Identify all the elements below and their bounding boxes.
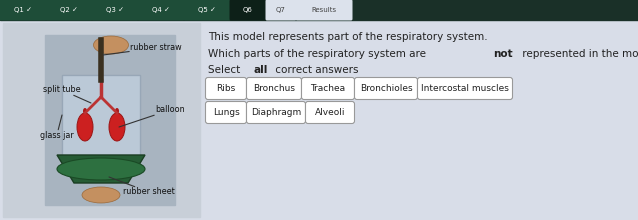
Polygon shape bbox=[57, 155, 145, 183]
FancyBboxPatch shape bbox=[302, 77, 355, 99]
Text: Lungs: Lungs bbox=[212, 108, 239, 117]
Text: represented in the model?: represented in the model? bbox=[519, 49, 638, 59]
Text: Ribs: Ribs bbox=[216, 84, 235, 93]
FancyBboxPatch shape bbox=[205, 101, 246, 123]
Text: Q4 ✓: Q4 ✓ bbox=[152, 7, 170, 13]
FancyBboxPatch shape bbox=[246, 77, 302, 99]
Text: Q6: Q6 bbox=[243, 7, 253, 13]
FancyBboxPatch shape bbox=[205, 77, 246, 99]
Text: not: not bbox=[493, 49, 513, 59]
FancyBboxPatch shape bbox=[355, 77, 417, 99]
Bar bbox=[45, 35, 175, 205]
Bar bbox=[0, 0, 638, 20]
FancyBboxPatch shape bbox=[45, 0, 93, 20]
Text: Which parts of the respiratory system are: Which parts of the respiratory system ar… bbox=[208, 49, 429, 59]
Text: Select: Select bbox=[208, 65, 244, 75]
Text: all: all bbox=[254, 65, 268, 75]
Text: Trachea: Trachea bbox=[311, 84, 346, 93]
Text: Q1 ✓: Q1 ✓ bbox=[14, 7, 32, 13]
Text: Alveoli: Alveoli bbox=[315, 108, 345, 117]
Ellipse shape bbox=[83, 108, 87, 114]
FancyBboxPatch shape bbox=[184, 0, 230, 20]
FancyBboxPatch shape bbox=[0, 0, 47, 20]
FancyBboxPatch shape bbox=[246, 101, 306, 123]
Text: Q7: Q7 bbox=[276, 7, 286, 13]
FancyBboxPatch shape bbox=[138, 0, 184, 20]
Text: Results: Results bbox=[311, 7, 337, 13]
Text: Intercostal muscles: Intercostal muscles bbox=[421, 84, 509, 93]
Text: This model represents part of the respiratory system.: This model represents part of the respir… bbox=[208, 32, 487, 42]
FancyBboxPatch shape bbox=[306, 101, 355, 123]
Text: balloon: balloon bbox=[119, 106, 184, 127]
FancyBboxPatch shape bbox=[295, 0, 353, 20]
FancyBboxPatch shape bbox=[91, 0, 138, 20]
Text: Diaphragm: Diaphragm bbox=[251, 108, 301, 117]
Ellipse shape bbox=[109, 113, 125, 141]
Text: Q3 ✓: Q3 ✓ bbox=[106, 7, 124, 13]
Text: glass jar: glass jar bbox=[40, 115, 74, 139]
Text: rubber sheet: rubber sheet bbox=[109, 177, 175, 196]
Ellipse shape bbox=[77, 113, 93, 141]
Text: rubber straw: rubber straw bbox=[103, 44, 182, 55]
Ellipse shape bbox=[94, 36, 128, 54]
Text: correct answers: correct answers bbox=[272, 65, 359, 75]
Text: Q2 ✓: Q2 ✓ bbox=[60, 7, 78, 13]
Text: Bronchus: Bronchus bbox=[253, 84, 295, 93]
FancyBboxPatch shape bbox=[265, 0, 297, 20]
Text: split tube: split tube bbox=[43, 86, 91, 103]
Text: Q5 ✓: Q5 ✓ bbox=[198, 7, 216, 13]
Text: Bronchioles: Bronchioles bbox=[360, 84, 412, 93]
Ellipse shape bbox=[115, 108, 119, 114]
FancyBboxPatch shape bbox=[417, 77, 512, 99]
Ellipse shape bbox=[82, 187, 120, 203]
Ellipse shape bbox=[57, 158, 145, 180]
Bar bbox=[3, 23, 200, 217]
FancyBboxPatch shape bbox=[230, 0, 267, 20]
FancyBboxPatch shape bbox=[62, 75, 140, 155]
